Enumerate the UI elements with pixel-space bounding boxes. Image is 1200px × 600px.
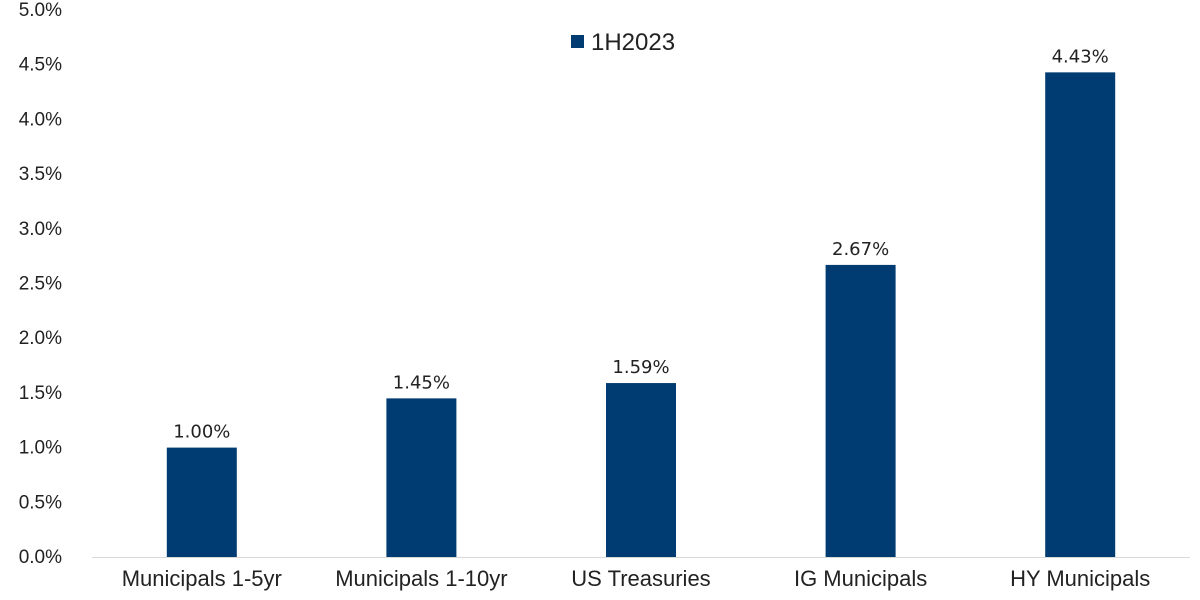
y-tick-label: 2.5% (19, 274, 62, 295)
data-label: 1.59% (612, 357, 669, 378)
legend-swatch-1h2023 (571, 35, 584, 48)
category-label: IG Municipals (794, 566, 927, 591)
bar (386, 398, 457, 557)
category-label: HY Municipals (1010, 566, 1150, 591)
bar (606, 383, 676, 557)
bar (1045, 72, 1116, 557)
data-labels-group: 1.00% 1.45% 1.59% 2.67% 4.43% (173, 46, 1109, 442)
data-label: 2.67% (832, 239, 889, 260)
y-tick-label: 0.0% (19, 547, 62, 568)
category-labels-group: Municipals 1-5yr Municipals 1-10yr US Trea… (122, 566, 1151, 591)
data-label: 1.00% (173, 422, 230, 443)
y-tick-label: 3.5% (19, 164, 62, 185)
category-label: US Treasuries (571, 566, 710, 591)
y-tick-label: 4.5% (19, 55, 62, 76)
y-tick-label: 5.0% (19, 0, 62, 21)
legend-label-1h2023: 1H2023 (591, 29, 675, 56)
bar (825, 264, 896, 557)
y-tick-label: 2.0% (19, 328, 62, 349)
y-tick-label: 1.0% (19, 438, 62, 459)
y-axis-ticks: 0.0% 0.5% 1.0% 1.5% 2.0% 2.5% 3.0% 3.5% 4.0% 4.5%… (19, 0, 62, 568)
y-tick-label: 4.0% (19, 109, 62, 130)
y-tick-label: 3.0% (19, 219, 62, 240)
bars-group (166, 72, 1116, 557)
y-tick-label: 0.5% (19, 492, 62, 513)
data-label: 4.43% (1052, 46, 1109, 67)
data-label: 1.45% (393, 372, 450, 393)
bar (166, 447, 237, 557)
legend: 1H2023 (571, 29, 675, 56)
category-label: Municipals 1-5yr (122, 566, 282, 591)
category-label: Municipals 1-10yr (335, 566, 507, 591)
y-tick-label: 1.5% (19, 383, 62, 404)
